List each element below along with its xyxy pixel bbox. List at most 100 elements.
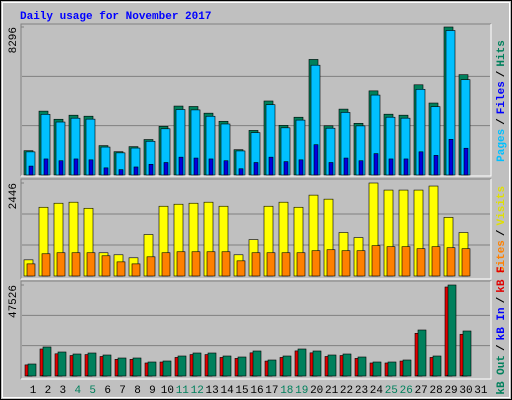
bar — [311, 250, 321, 277]
bar — [416, 248, 426, 277]
x-tick-label: 27 — [415, 385, 428, 397]
x-tick-label: 23 — [355, 385, 368, 397]
bar — [296, 252, 306, 277]
bar — [297, 348, 307, 377]
bar — [387, 361, 397, 377]
bar — [41, 253, 51, 277]
bar — [418, 151, 424, 176]
bar — [388, 158, 394, 176]
bar — [72, 353, 82, 377]
bar — [87, 352, 97, 377]
bar — [28, 165, 34, 176]
bar — [432, 355, 442, 377]
x-tick-label: 16 — [250, 385, 263, 397]
x-tick-label: 6 — [104, 385, 111, 397]
bar — [148, 163, 154, 176]
bar — [103, 167, 109, 176]
bar — [102, 354, 112, 377]
plot-bevel — [21, 24, 492, 177]
legend-separator: / — [496, 344, 508, 351]
x-tick-label: 19 — [295, 385, 308, 397]
bar — [386, 246, 396, 277]
bar — [433, 155, 439, 176]
bar — [447, 284, 457, 377]
x-tick-label: 9 — [149, 385, 156, 397]
legend-entry: Hits — [496, 40, 508, 66]
legend-entry: kB F — [496, 266, 508, 292]
bar — [267, 359, 277, 377]
bar — [191, 251, 201, 277]
bar — [312, 350, 322, 377]
legend: kB Out / kB In / kB F — [496, 266, 508, 394]
bar — [26, 263, 36, 277]
x-tick-label: 3 — [60, 385, 67, 397]
legend-entry: Files — [496, 81, 508, 114]
x-tick-label: 28 — [430, 385, 443, 397]
x-tick-label: 1 — [30, 385, 37, 397]
x-tick-label: 2 — [45, 385, 52, 397]
bar — [417, 329, 427, 377]
bar — [222, 355, 232, 377]
bar — [116, 261, 126, 277]
bar — [192, 352, 202, 377]
bar — [27, 363, 37, 377]
x-tick-label: 7 — [119, 385, 126, 397]
x-tick-label: 15 — [235, 385, 248, 397]
bar — [402, 359, 412, 377]
x-tick-label: 25 — [385, 385, 398, 397]
bar — [43, 158, 49, 176]
bar — [162, 360, 172, 377]
bar — [298, 159, 304, 176]
x-tick-label: 13 — [206, 385, 219, 397]
bar — [71, 252, 81, 277]
bar — [328, 162, 334, 176]
legend-separator: / — [496, 70, 508, 77]
bar — [356, 250, 366, 277]
x-tick-label: 14 — [220, 385, 234, 397]
x-tick-label: 31 — [474, 385, 488, 397]
bar — [221, 251, 231, 277]
bar — [462, 330, 472, 377]
legend: Pages / Files / Hits — [496, 40, 508, 162]
plot-bevel — [21, 281, 492, 380]
bar — [327, 354, 337, 377]
x-tick-label: 21 — [325, 385, 339, 397]
bar — [88, 159, 94, 176]
bar — [193, 157, 199, 176]
legend-entry: kB Out — [496, 355, 508, 395]
x-tick-label: 12 — [191, 385, 204, 397]
bar — [341, 250, 351, 277]
plot-bevel — [21, 179, 492, 280]
bar — [401, 246, 411, 277]
bar — [253, 162, 259, 176]
x-tick-label: 4 — [74, 385, 81, 397]
x-tick-label: 8 — [134, 385, 141, 397]
y-tick-label: 2446 — [8, 183, 20, 209]
x-tick-label: 18 — [280, 385, 293, 397]
bar — [161, 252, 171, 277]
bar — [147, 361, 157, 377]
bar — [58, 160, 64, 176]
bar — [73, 158, 79, 176]
bar — [463, 147, 469, 176]
bar — [431, 246, 441, 277]
bar — [237, 356, 247, 377]
plot-bevel — [20, 280, 491, 379]
bar — [177, 355, 187, 377]
y-tick-label: 47526 — [8, 285, 20, 318]
bar — [101, 255, 111, 277]
bar — [252, 350, 262, 377]
plot-bevel — [20, 23, 491, 176]
bar — [313, 144, 319, 176]
bar — [461, 248, 471, 277]
bar — [372, 361, 382, 377]
legend-entry: kB In — [496, 307, 508, 340]
bar — [133, 166, 139, 176]
bar — [266, 252, 276, 277]
bar — [57, 351, 67, 377]
bar — [251, 252, 261, 277]
bar — [343, 157, 349, 176]
bar — [371, 245, 381, 277]
bar — [176, 251, 186, 277]
bar — [282, 355, 292, 377]
